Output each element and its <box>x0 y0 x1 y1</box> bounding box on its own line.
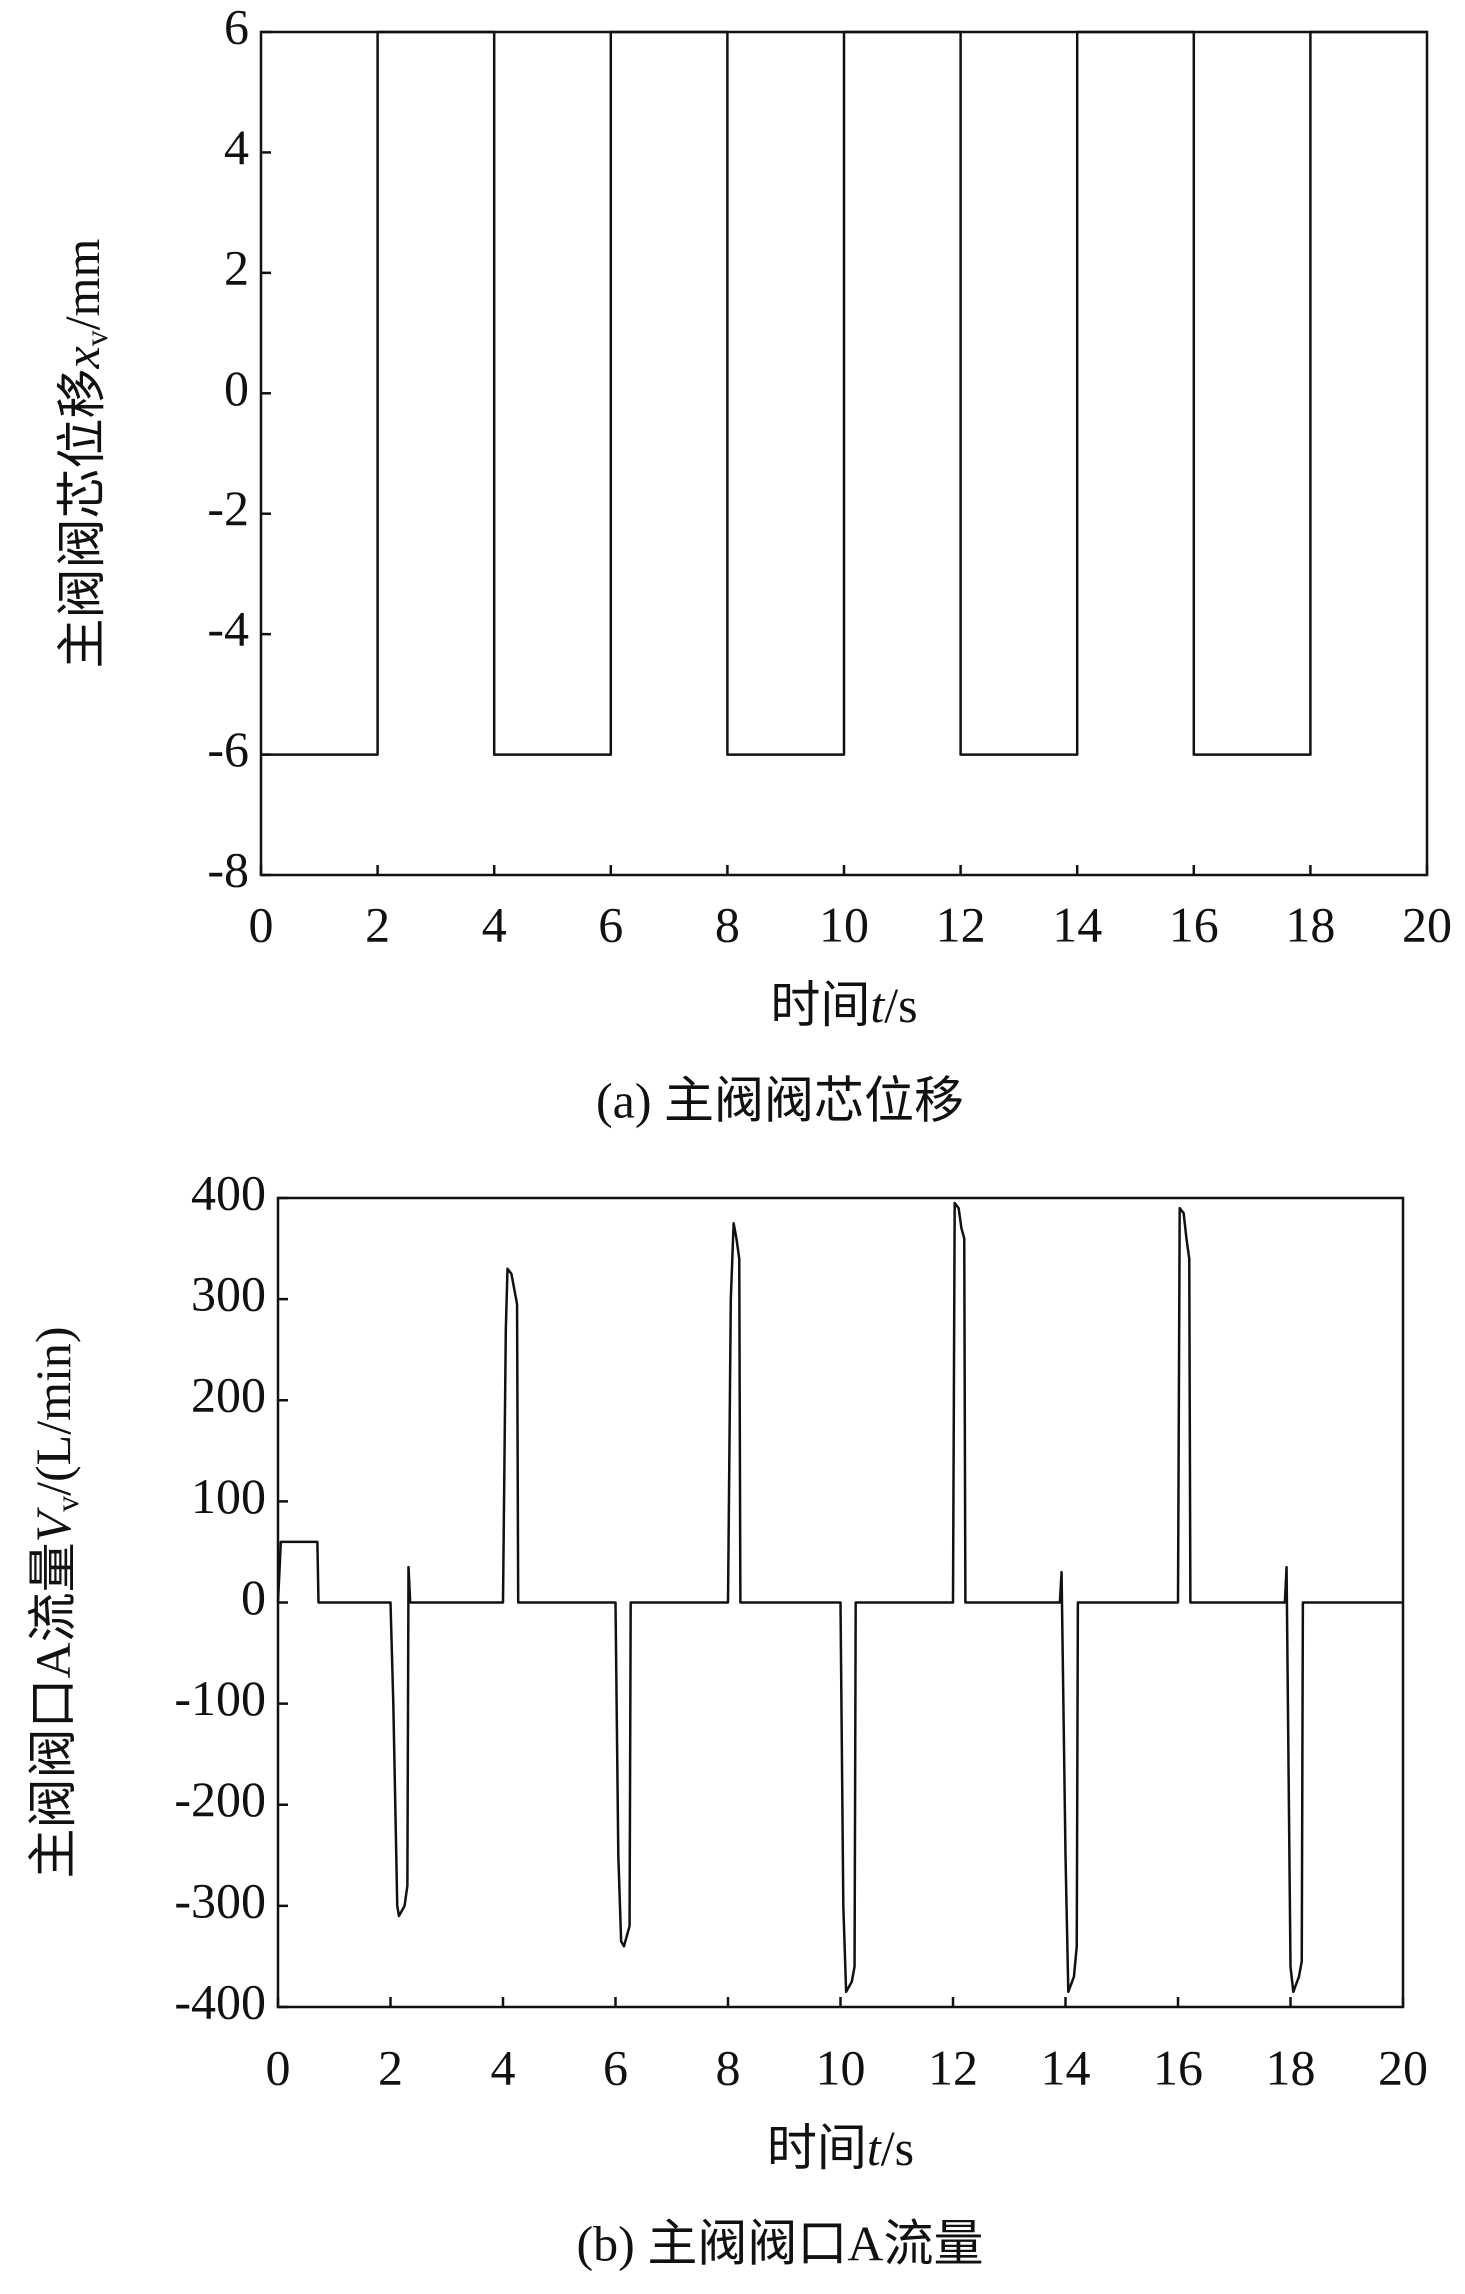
x-label-var: t <box>867 2120 882 2176</box>
x-tick-label: 0 <box>249 896 274 952</box>
x-label-var: t <box>870 977 885 1033</box>
x-tick-label: 8 <box>715 896 740 952</box>
y-tick-label: 0 <box>241 1569 266 1625</box>
x-tick-label: 14 <box>1052 896 1102 952</box>
y-label-unit: /mm <box>54 238 110 330</box>
caption: (a) 主阀阀芯位移 <box>596 1072 964 1128</box>
y-tick-label: -300 <box>174 1872 266 1928</box>
x-tick-label: 10 <box>819 896 869 952</box>
x-tick-label: 12 <box>928 2039 978 2095</box>
y-tick-label: 200 <box>191 1367 266 1423</box>
y-tick-label: 4 <box>224 119 249 175</box>
y-tick-label: 400 <box>191 1164 266 1220</box>
y-label-text: 主阀阀口A流量 <box>25 1542 81 1878</box>
x-tick-label: 16 <box>1153 2039 1203 2095</box>
y-label-unit: /(L/min) <box>25 1326 81 1495</box>
x-tick-label: 18 <box>1285 896 1335 952</box>
x-tick-label: 20 <box>1402 896 1452 952</box>
y-tick-label: -8 <box>207 841 249 897</box>
y-tick-label: 2 <box>224 239 249 295</box>
x-tick-label: 2 <box>378 2039 403 2095</box>
x-tick-label: 16 <box>1169 896 1219 952</box>
y-tick-label: 6 <box>224 0 249 54</box>
y-tick-label: -400 <box>174 1973 266 2029</box>
y-label-text: 主阀阀芯位移 <box>54 368 110 668</box>
x-tick-label: 6 <box>598 896 623 952</box>
x-tick-label: 12 <box>936 896 986 952</box>
x-tick-label: 2 <box>365 896 390 952</box>
y-label-var: V <box>25 1506 81 1542</box>
data-line <box>261 30 1427 756</box>
x-axis-label: 时间t/s <box>770 977 917 1033</box>
y-tick-label: -6 <box>207 721 249 777</box>
x-label-text: 时间 <box>770 977 870 1033</box>
y-tick-label: 300 <box>191 1266 266 1322</box>
y-label-var: x <box>54 346 110 369</box>
y-tick-label: -200 <box>174 1771 266 1827</box>
caption: (b) 主阀阀口A流量 <box>577 2215 984 2271</box>
x-tick-label: 8 <box>716 2039 741 2095</box>
x-tick-label: 20 <box>1378 2039 1428 2095</box>
x-tick-label: 0 <box>266 2039 291 2095</box>
x-tick-label: 14 <box>1041 2039 1091 2095</box>
y-axis-label: 主阀阀口A流量Vv/(L/min) <box>25 1326 85 1878</box>
y-label-sub: v <box>78 330 114 346</box>
y-tick-label: -4 <box>207 601 249 657</box>
x-label-text: 时间 <box>767 2120 867 2176</box>
y-tick-label: 0 <box>224 360 249 416</box>
y-tick-label: 100 <box>191 1468 266 1524</box>
y-axis-label: 主阀阀芯位移xv/mm <box>54 238 114 668</box>
x-tick-label: 10 <box>816 2039 866 2095</box>
x-label-unit: /s <box>884 977 917 1033</box>
y-tick-label: -100 <box>174 1670 266 1726</box>
x-label-unit: /s <box>881 2120 914 2176</box>
x-tick-label: 18 <box>1266 2039 1316 2095</box>
x-tick-label: 4 <box>491 2039 516 2095</box>
x-tick-label: 6 <box>603 2039 628 2095</box>
x-tick-label: 4 <box>482 896 507 952</box>
data-line <box>276 1201 1403 1994</box>
x-axis-label: 时间t/s <box>767 2120 914 2176</box>
y-label-sub: v <box>49 1496 85 1512</box>
y-tick-label: -2 <box>207 480 249 536</box>
